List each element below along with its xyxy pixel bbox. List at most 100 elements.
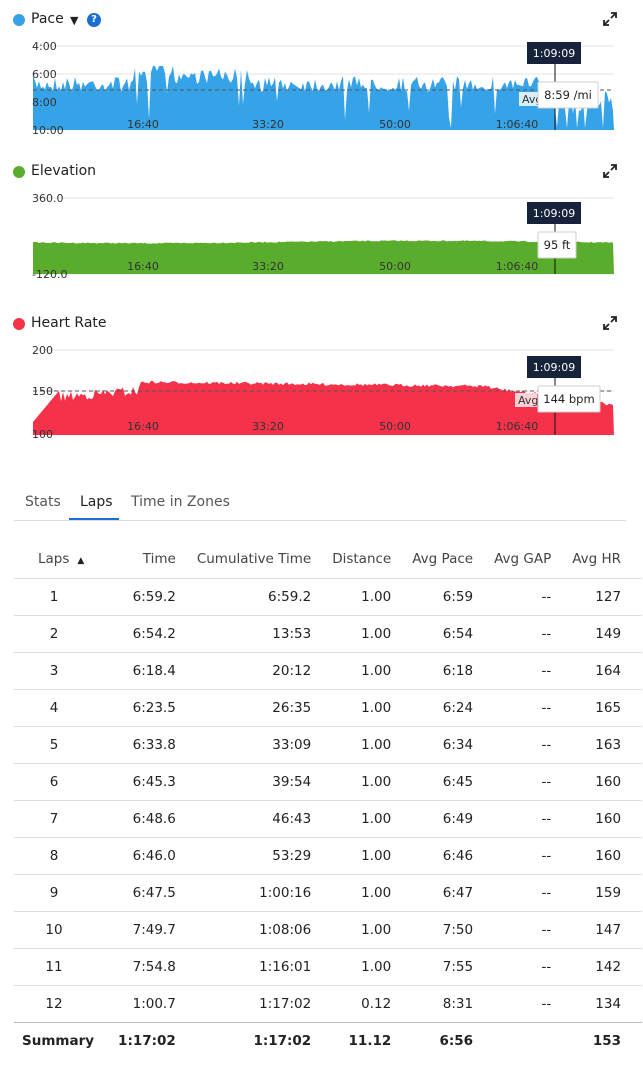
average-label: Avg	[518, 394, 538, 407]
average-label: Avg	[522, 93, 542, 106]
help-icon[interactable]: ?	[87, 13, 101, 27]
y-tick-label: 8:00	[32, 96, 57, 109]
avg-pace-cell: 6:34	[412, 725, 495, 763]
cursor-time-badge	[527, 42, 581, 64]
table-row[interactable]: 10 7:49.7 1:08:06 1.00 7:50 -- 147	[14, 910, 643, 948]
heart-rate-chart-title: Heart Rate	[31, 315, 107, 331]
avg-hr-cell: 147	[572, 910, 643, 948]
column-header-laps[interactable]: Laps ▲	[14, 540, 118, 578]
avg-gap-cell: --	[494, 984, 573, 1022]
summary-row: Summary 1:17:02 1:17:02 11.12 6:56 153	[14, 1021, 643, 1059]
avg-hr-cell: 149	[572, 614, 643, 652]
distance-cell: 1.00	[332, 577, 413, 615]
avg-gap-cell: --	[494, 725, 573, 763]
expand-icon[interactable]	[603, 316, 617, 330]
table-row[interactable]: 4 6:23.5 26:35 1.00 6:24 -- 165	[14, 688, 643, 726]
table-row[interactable]: 9 6:47.5 1:00:16 1.00 6:47 -- 159	[14, 873, 643, 911]
avg-hr-cell: 160	[572, 799, 643, 837]
table-row[interactable]: 11 7:54.8 1:16:01 1.00 7:55 -- 142	[14, 947, 643, 985]
y-tick-label: -120.0	[32, 268, 67, 281]
table-row[interactable]: 5 6:33.8 33:09 1.00 6:34 -- 163	[14, 725, 643, 763]
table-row[interactable]: 8 6:46.0 53:29 1.00 6:46 -- 160	[14, 836, 643, 874]
tab-stats[interactable]: Stats	[25, 494, 61, 510]
cursor-value-label: 144 bpm	[543, 392, 594, 406]
cumulative-time-cell: 20:12	[196, 651, 333, 689]
lap-number-cell: 2	[14, 614, 119, 652]
pace-plot[interactable]: Avg 4:00 6:00 8:00 10:00 16:40 33:20 50:00 1:06:…	[0, 36, 643, 137]
cursor-value-tooltip: 8:59 /mi	[537, 81, 599, 109]
cursor-time-label: 1:09:09	[533, 207, 575, 220]
distance-cell: 1.00	[332, 762, 413, 800]
summary-distance-cell: 11.12	[332, 1021, 413, 1059]
avg-gap-cell: --	[494, 614, 573, 652]
avg-gap-cell: --	[494, 836, 573, 874]
sort-ascending-icon[interactable]: ▲	[77, 555, 85, 566]
table-row[interactable]: 12 1:00.7 1:17:02 0.12 8:31 -- 134	[14, 984, 643, 1022]
avg-pace-cell: 6:24	[412, 688, 495, 726]
lap-time-cell: 6:59.2	[118, 577, 197, 615]
elevation-plot[interactable]: 360.0 -120.0 16:40 33:20 50:00 1:06:40 1:09:09…	[0, 190, 643, 284]
distance-cell: 0.12	[332, 984, 413, 1022]
lap-time-cell: 1:00.7	[118, 984, 197, 1022]
avg-gap-cell: --	[494, 947, 573, 985]
column-header-avg-hr[interactable]: Avg HR	[572, 550, 622, 567]
column-header-distance[interactable]: Distance	[332, 550, 392, 567]
distance-cell: 1.00	[332, 614, 413, 652]
cumulative-time-cell: 46:43	[196, 799, 333, 837]
chevron-down-icon[interactable]: ▼	[70, 14, 79, 27]
avg-hr-cell: 134	[572, 984, 643, 1022]
avg-hr-cell: 127	[572, 577, 643, 615]
table-row[interactable]: 6 6:45.3 39:54 1.00 6:45 -- 160	[14, 762, 643, 800]
x-tick-label: 1:06:40	[496, 420, 538, 433]
x-tick-label: 16:40	[127, 420, 159, 433]
expand-icon[interactable]	[603, 164, 617, 178]
lap-time-cell: 6:45.3	[118, 762, 197, 800]
avg-gap-cell: --	[494, 873, 573, 911]
avg-gap-cell: --	[494, 799, 573, 837]
heart-rate-plot[interactable]: Avg 200 150 100 16:40 33:20 50:00 1:06:40 1:09:0…	[0, 342, 643, 441]
cumulative-time-cell: 6:59.2	[196, 577, 333, 615]
lap-time-cell: 7:49.7	[118, 910, 197, 948]
column-header-cumulative-time[interactable]: Cumulative Time	[196, 550, 312, 567]
tab-bar: Stats Laps Time in Zones	[14, 486, 626, 521]
column-header-avg-pace[interactable]: Avg Pace	[412, 550, 474, 567]
pace-chart-title: Pace	[31, 11, 64, 27]
avg-hr-cell: 164	[572, 651, 643, 689]
elevation-legend-dot	[13, 166, 25, 178]
column-header-avg-gap[interactable]: Avg GAP	[494, 550, 552, 567]
table-row[interactable]: 2 6:54.2 13:53 1.00 6:54 -- 149	[14, 614, 643, 652]
distance-cell: 1.00	[332, 910, 413, 948]
pace-chart: Pace ▼ ? Avg 4:00 6:00 8:00 10:00 16:40 33:20 5…	[0, 8, 643, 138]
table-row[interactable]: 7 6:48.6 46:43 1.00 6:49 -- 160	[14, 799, 643, 837]
table-row[interactable]: 3 6:18.4 20:12 1.00 6:18 -- 164	[14, 651, 643, 689]
y-tick-label: 360.0	[32, 192, 64, 205]
avg-pace-cell: 6:46	[412, 836, 495, 874]
lap-number-cell: 5	[14, 725, 119, 763]
avg-hr-cell: 159	[572, 873, 643, 911]
series-area	[33, 380, 614, 435]
lap-number-cell: 11	[14, 947, 119, 985]
expand-icon[interactable]	[603, 12, 617, 26]
avg-pace-cell: 6:59	[412, 577, 495, 615]
tab-laps[interactable]: Laps	[80, 494, 113, 510]
pace-chart-header: Pace ▼ ?	[0, 8, 643, 32]
cursor-value-label: 95 ft	[544, 238, 571, 252]
avg-hr-cell: 165	[572, 688, 643, 726]
tab-time-in-zones[interactable]: Time in Zones	[131, 494, 230, 510]
average-label-bg	[519, 92, 541, 106]
table-row[interactable]: 1 6:59.2 6:59.2 1.00 6:59 -- 127	[14, 577, 643, 615]
heart-rate-chart-header: Heart Rate	[0, 312, 643, 336]
average-label-bg	[515, 393, 537, 407]
lap-number-cell: 4	[14, 688, 119, 726]
column-header-time[interactable]: Time	[142, 550, 176, 567]
summary-lap-number-cell: Summary	[14, 1021, 119, 1059]
elevation-chart-title: Elevation	[31, 163, 97, 179]
x-tick-label: 33:20	[252, 420, 284, 433]
lap-number-cell: 3	[14, 651, 119, 689]
active-tab-indicator	[69, 518, 119, 520]
cursor-time-label: 1:09:09	[533, 361, 575, 374]
y-tick-label: 100	[32, 428, 53, 441]
lap-number-cell: 6	[14, 762, 119, 800]
cumulative-time-cell: 53:29	[196, 836, 333, 874]
distance-cell: 1.00	[332, 836, 413, 874]
